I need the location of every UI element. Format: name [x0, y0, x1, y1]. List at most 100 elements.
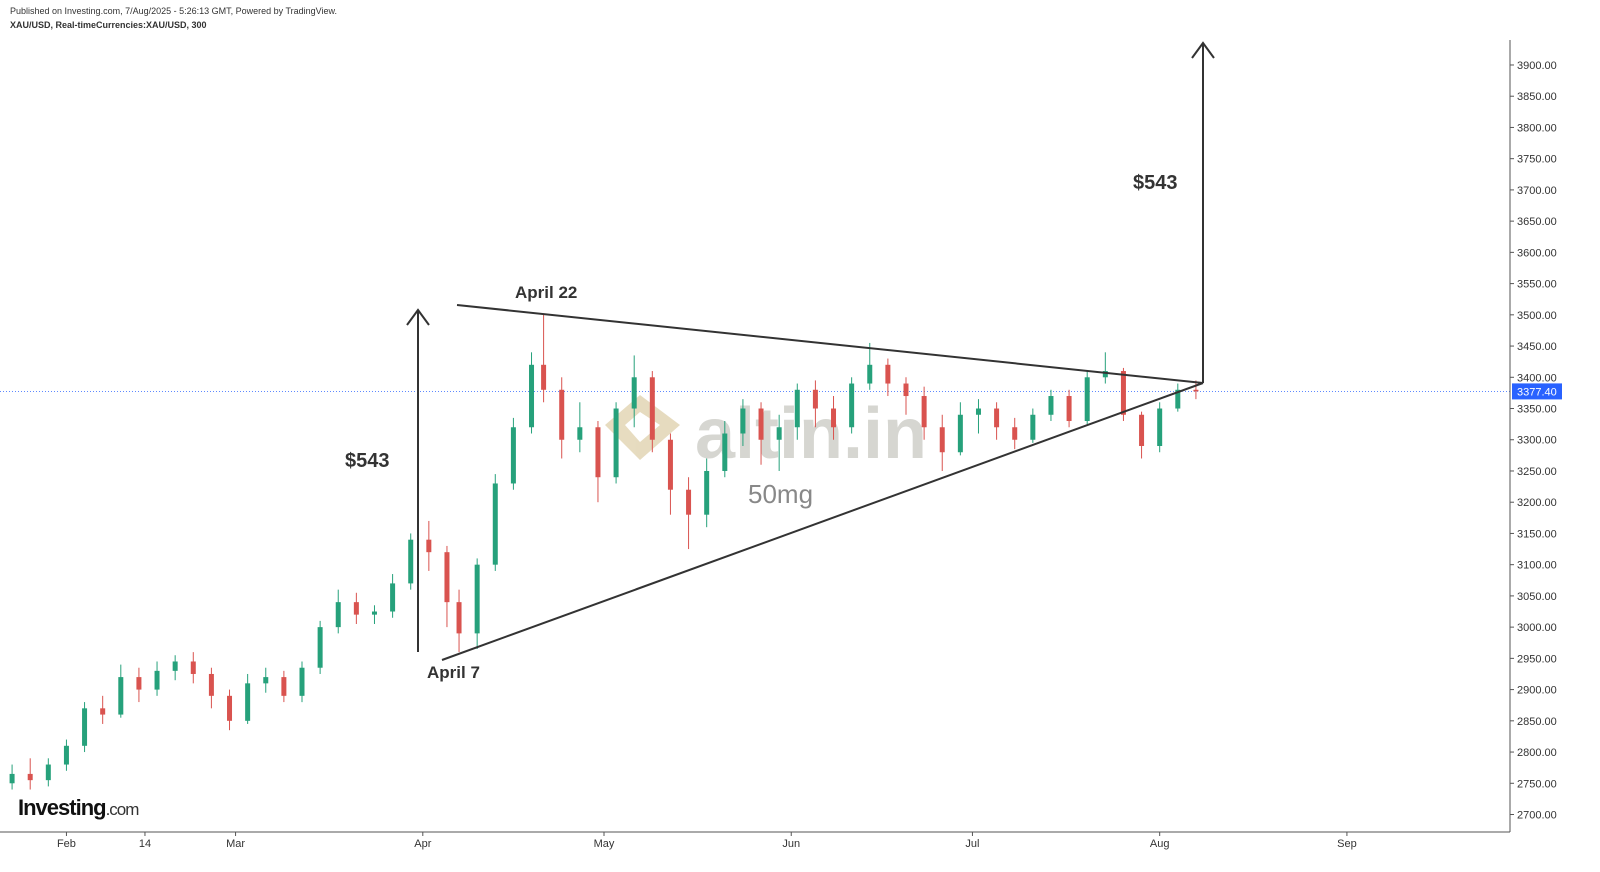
y-tick-label: 3450.00 — [1517, 341, 1557, 353]
candle-body — [529, 364, 535, 428]
candle-body — [426, 539, 432, 553]
candle-body — [812, 389, 818, 409]
candle-body — [456, 602, 462, 634]
candle-body — [994, 408, 1000, 428]
candle-body — [408, 539, 414, 584]
candle-body — [154, 670, 160, 690]
candle-body — [1030, 414, 1036, 440]
plot — [0, 314, 1510, 790]
candle-body — [776, 427, 782, 440]
x-tick-label: Jun — [782, 838, 800, 850]
watermark: altin.in — [605, 394, 927, 474]
candle-body — [190, 661, 196, 674]
logo-suffix: .com — [106, 800, 140, 819]
candle-body — [722, 433, 728, 471]
candle-body — [510, 427, 516, 484]
x-tick-label: Sep — [1337, 838, 1357, 850]
last-price-label: 3377.40 — [1517, 386, 1557, 398]
y-tick-label: 3500.00 — [1517, 310, 1557, 322]
candle-body — [1048, 396, 1054, 415]
candle-body — [27, 773, 33, 781]
candle-body — [541, 364, 547, 390]
y-tick-label: 2800.00 — [1517, 747, 1557, 759]
y-tick-label: 2950.00 — [1517, 653, 1557, 665]
candle-body — [317, 627, 323, 668]
candle-body — [474, 564, 480, 634]
y-tick-label: 3750.00 — [1517, 154, 1557, 166]
y-tick-label: 3150.00 — [1517, 528, 1557, 540]
candle-body — [9, 773, 15, 784]
candle-body — [245, 683, 251, 721]
candle-body — [1102, 371, 1108, 378]
y-tick-label: 3100.00 — [1517, 560, 1557, 572]
y-tick-label: 3300.00 — [1517, 435, 1557, 447]
candle-body — [1193, 389, 1199, 392]
watermark-text: altin.in — [695, 394, 927, 474]
candle-body — [740, 408, 746, 434]
annotation: $543 — [345, 450, 390, 472]
candle-body — [100, 708, 106, 715]
x-tick-label: 14 — [139, 838, 151, 850]
y-tick-label: 3900.00 — [1517, 60, 1557, 72]
candle-body — [957, 414, 963, 453]
x-tick-label: Mar — [226, 838, 245, 850]
y-tick-label: 2850.00 — [1517, 716, 1557, 728]
candle-body — [492, 483, 498, 565]
watermark-sub: 50mg — [748, 479, 813, 509]
y-tick-label: 3000.00 — [1517, 622, 1557, 634]
candle-body — [867, 364, 873, 384]
candle-body — [577, 427, 583, 440]
x-tick-label: Apr — [414, 838, 431, 850]
candle-body — [1120, 371, 1126, 415]
candle-body — [885, 364, 891, 384]
candle-body — [263, 677, 269, 684]
logo: Investing.com — [18, 795, 139, 820]
arrowhead-right — [1191, 41, 1215, 59]
candle-body — [704, 470, 710, 515]
candle-body — [939, 427, 945, 453]
annotation: April 22 — [515, 283, 577, 302]
last-price-box — [1512, 383, 1562, 400]
x-tick-label: Jul — [965, 838, 979, 850]
y-tick-label: 2900.00 — [1517, 685, 1557, 697]
trendline-lower — [441, 382, 1204, 661]
candle-body — [45, 764, 51, 781]
y-tick-label: 2700.00 — [1517, 810, 1557, 822]
arrowhead-left — [406, 308, 430, 326]
candle-body — [281, 677, 287, 696]
candle-body — [631, 377, 637, 409]
candle-body — [595, 427, 601, 478]
y-tick-label: 3700.00 — [1517, 185, 1557, 197]
y-tick-label: 3250.00 — [1517, 466, 1557, 478]
x-tick-label: Aug — [1150, 838, 1170, 850]
y-tick-label: 3200.00 — [1517, 497, 1557, 509]
y-tick-label: 3650.00 — [1517, 216, 1557, 228]
y-tick-label: 3350.00 — [1517, 404, 1557, 416]
candle-body — [444, 552, 450, 603]
candle-body — [136, 677, 142, 690]
candle-body — [613, 408, 619, 478]
x-tick-label: May — [594, 838, 615, 850]
candle-body — [1139, 414, 1145, 446]
candle-body — [63, 745, 69, 765]
candle-body — [559, 389, 565, 440]
candle-body — [686, 489, 692, 515]
logo-name: Investing — [18, 795, 106, 820]
candle-body — [227, 695, 233, 721]
candle-body — [208, 673, 214, 696]
candle-body — [1066, 396, 1072, 422]
candle-body — [353, 602, 359, 615]
candle-body — [299, 667, 305, 696]
y-tick-label: 3600.00 — [1517, 247, 1557, 259]
candle-body — [903, 383, 909, 397]
y-tick-label: 2750.00 — [1517, 778, 1557, 790]
candle-body — [758, 408, 764, 440]
candle-body — [1084, 377, 1090, 422]
y-tick-label: 3400.00 — [1517, 372, 1557, 384]
candle-body — [831, 408, 837, 428]
candle-body — [1157, 408, 1163, 446]
trendline-upper — [456, 304, 1204, 384]
y-tick-label: 3850.00 — [1517, 91, 1557, 103]
candle-body — [649, 377, 655, 440]
